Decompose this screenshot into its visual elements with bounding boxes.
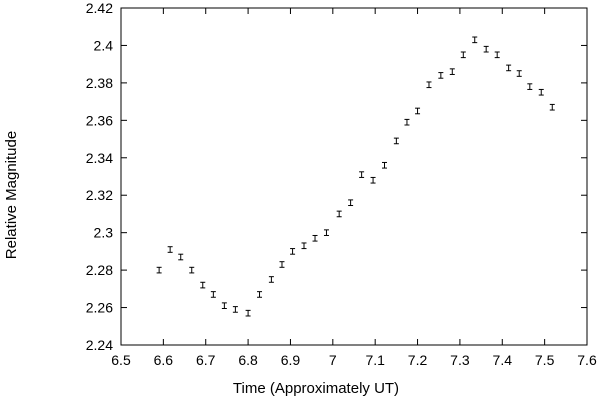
data-point — [189, 266, 195, 274]
y-tick-label: 2.4 — [94, 37, 114, 53]
x-tick-label: 6.8 — [238, 352, 258, 368]
y-tick-label: 2.24 — [86, 337, 113, 353]
data-point — [506, 64, 512, 72]
axes: 6.5 6.6 6.7 6.8 6.9 7 7.1 7.2 7.3 7.4 7.5 7.6 2.24 2.… — [86, 0, 597, 368]
data-point — [257, 291, 263, 298]
data-point — [393, 137, 399, 145]
y-tick-label: 2.26 — [86, 300, 113, 316]
data-point — [178, 253, 184, 261]
data-point — [460, 51, 466, 59]
x-tick-label: 6.9 — [281, 352, 301, 368]
data-point — [483, 45, 489, 53]
y-tick-label: 2.32 — [86, 187, 113, 203]
x-tick-label: 7.6 — [577, 352, 597, 368]
x-tick-label: 7.2 — [408, 352, 428, 368]
data-point — [232, 306, 238, 313]
data-points — [156, 36, 555, 317]
data-point — [221, 302, 227, 309]
data-point — [449, 68, 455, 75]
data-point — [549, 103, 555, 111]
y-axis-title: Relative Magnitude — [3, 131, 20, 259]
x-axis-title: Time (Approximately UT) — [233, 380, 399, 397]
data-point — [245, 309, 251, 317]
y-tick-label: 2.34 — [86, 150, 113, 166]
x-tick-label: 6.5 — [111, 352, 131, 368]
data-point — [415, 107, 421, 115]
y-tick-label: 2.36 — [86, 112, 113, 128]
data-point — [538, 88, 544, 96]
data-point — [370, 176, 376, 184]
data-point — [516, 70, 522, 77]
x-tick-label: 6.7 — [196, 352, 216, 368]
x-tick-label: 7.1 — [365, 352, 385, 368]
data-point — [359, 171, 365, 178]
data-point — [167, 246, 173, 253]
y-tick-label: 2.42 — [86, 0, 113, 16]
x-tick-label: 7.3 — [450, 352, 470, 368]
data-point — [472, 36, 478, 44]
data-point — [348, 199, 354, 207]
x-tick-label: 7 — [329, 352, 337, 368]
data-point — [301, 242, 307, 250]
data-point — [200, 281, 206, 289]
y-tick-label: 2.3 — [94, 225, 114, 241]
data-point — [438, 72, 444, 79]
data-point — [323, 229, 329, 236]
data-point — [210, 291, 216, 298]
y-tick-label: 2.28 — [86, 262, 113, 278]
data-point — [527, 83, 533, 90]
y-tick-label: 2.38 — [86, 75, 113, 91]
data-point — [268, 276, 274, 283]
data-point — [404, 118, 410, 126]
x-tick-label: 7.4 — [493, 352, 513, 368]
x-tick-label: 6.6 — [154, 352, 174, 368]
data-point — [494, 51, 500, 59]
data-point — [336, 210, 342, 218]
plot-frame — [120, 7, 588, 346]
data-point — [426, 81, 432, 89]
data-point — [290, 248, 296, 255]
data-point — [279, 261, 285, 268]
x-tick-label: 7.5 — [535, 352, 555, 368]
data-point — [156, 266, 162, 274]
data-point — [382, 161, 388, 169]
data-point — [312, 234, 318, 242]
